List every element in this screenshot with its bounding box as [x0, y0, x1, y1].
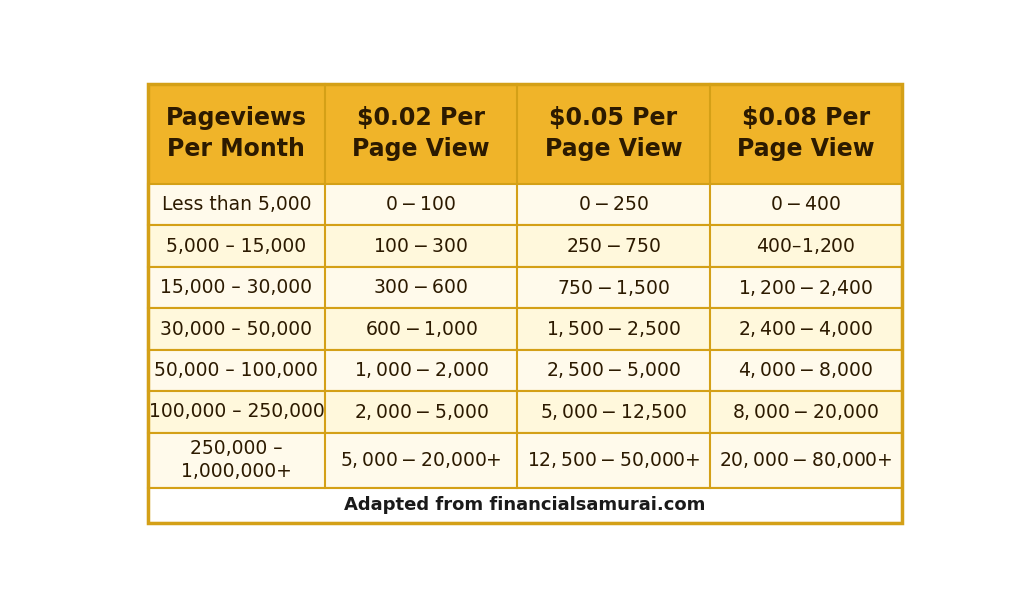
Text: $750 - $1,500: $750 - $1,500: [557, 278, 670, 297]
Text: Adapted from financialsamurai.com: Adapted from financialsamurai.com: [344, 496, 706, 514]
Text: $5,000 - $20,000+: $5,000 - $20,000+: [340, 450, 502, 470]
Text: Pageviews
Per Month: Pageviews Per Month: [166, 106, 307, 161]
Text: 15,000 – 30,000: 15,000 – 30,000: [161, 278, 312, 297]
Text: Less than 5,000: Less than 5,000: [162, 195, 311, 214]
FancyBboxPatch shape: [147, 391, 902, 433]
Text: $0.05 Per
Page View: $0.05 Per Page View: [545, 106, 682, 161]
Text: $4,000 - $8,000: $4,000 - $8,000: [738, 361, 873, 380]
Text: $100 - $300: $100 - $300: [374, 237, 469, 255]
Text: $0 - $400: $0 - $400: [770, 195, 842, 214]
Text: 250,000 –
1,000,000+: 250,000 – 1,000,000+: [181, 439, 292, 481]
Text: $2,000 - $5,000: $2,000 - $5,000: [353, 402, 488, 422]
Text: $2,400 - $4,000: $2,400 - $4,000: [738, 319, 873, 339]
Text: $8,000 - $20,000: $8,000 - $20,000: [732, 402, 879, 422]
Text: $2,500 - $5,000: $2,500 - $5,000: [546, 361, 681, 380]
Text: 5,000 – 15,000: 5,000 – 15,000: [166, 237, 306, 255]
Text: $0 - $250: $0 - $250: [578, 195, 649, 214]
Text: $250 - $750: $250 - $750: [565, 237, 662, 255]
Text: $400 – $1,200: $400 – $1,200: [756, 236, 855, 256]
FancyBboxPatch shape: [147, 350, 902, 391]
Text: $0.02 Per
Page View: $0.02 Per Page View: [352, 106, 489, 161]
FancyBboxPatch shape: [147, 225, 902, 267]
Text: $5,000 - $12,500: $5,000 - $12,500: [540, 402, 687, 422]
FancyBboxPatch shape: [147, 433, 902, 487]
Text: $12,500 - $50,000+: $12,500 - $50,000+: [526, 450, 700, 470]
Text: $0.08 Per
Page View: $0.08 Per Page View: [737, 106, 874, 161]
FancyBboxPatch shape: [147, 487, 902, 523]
Text: $600 - $1,000: $600 - $1,000: [365, 319, 478, 339]
Text: $20,000 - $80,000+: $20,000 - $80,000+: [719, 450, 893, 470]
FancyBboxPatch shape: [147, 308, 902, 350]
FancyBboxPatch shape: [147, 84, 902, 184]
FancyBboxPatch shape: [147, 267, 902, 308]
Text: $1,000 - $2,000: $1,000 - $2,000: [353, 361, 488, 380]
Text: 30,000 – 50,000: 30,000 – 50,000: [161, 320, 312, 338]
Text: 100,000 – 250,000: 100,000 – 250,000: [148, 403, 325, 421]
Text: $300 - $600: $300 - $600: [374, 278, 469, 297]
Text: 50,000 – 100,000: 50,000 – 100,000: [155, 361, 318, 380]
Text: $1,500 - $2,500: $1,500 - $2,500: [546, 319, 681, 339]
FancyBboxPatch shape: [147, 184, 902, 225]
Text: $1,200 - $2,400: $1,200 - $2,400: [738, 278, 873, 297]
Text: $0 - $100: $0 - $100: [385, 195, 457, 214]
